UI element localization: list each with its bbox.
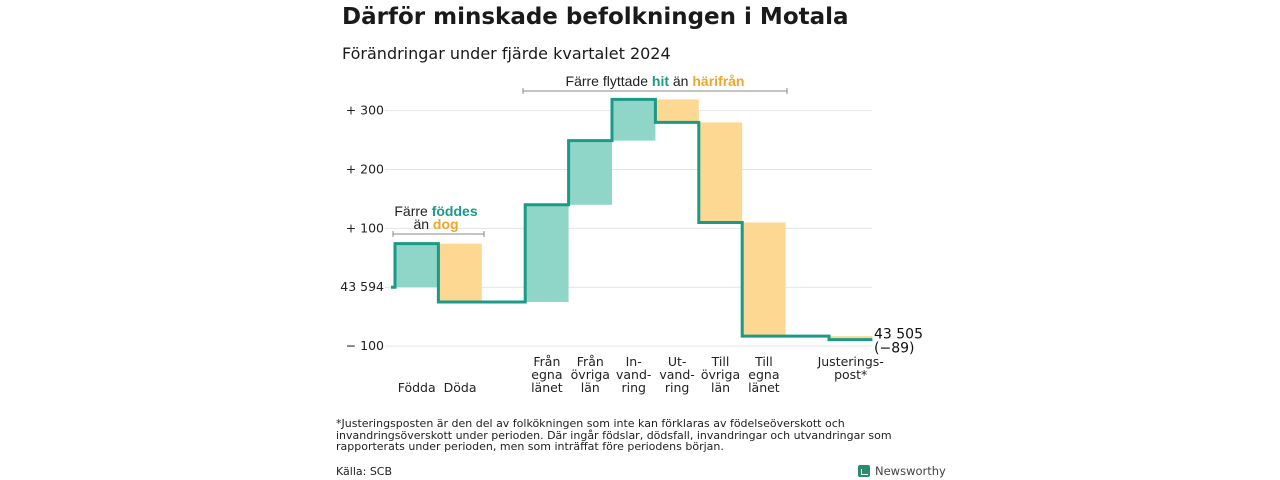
x-category-label: Till	[754, 354, 773, 369]
annotation-migration: Färre flyttade hit än härifrån	[566, 73, 745, 89]
x-category-label: Från	[533, 354, 560, 369]
y-tick-label: + 100	[346, 220, 384, 235]
decrease-bar	[742, 222, 786, 337]
chart-subtitle: Förändringar under fjärde kvartalet 2024	[342, 44, 671, 63]
cumulative-step-line	[391, 97, 873, 342]
annotation-born-line2: än dog	[413, 216, 458, 232]
decrease-bar	[829, 336, 873, 340]
increase-bar	[395, 243, 439, 288]
x-category-label: egna	[748, 367, 779, 382]
increase-bar	[612, 99, 656, 141]
x-category-label: ring	[621, 380, 645, 395]
x-category-label: övriga	[571, 367, 610, 382]
x-category-label: post*	[834, 367, 867, 382]
x-category-label: In-	[626, 354, 642, 369]
end-value-label: 43 505	[874, 327, 923, 343]
x-category-label: Döda	[444, 380, 477, 395]
chart-title: Därför minskade befolkningen i Motala	[342, 4, 849, 30]
x-category-label: vand-	[616, 367, 651, 382]
x-category-label: övriga	[701, 367, 740, 382]
y-tick-label: + 200	[346, 161, 384, 176]
y-tick-label: 43 594	[340, 279, 384, 294]
source-label: Källa: SCB	[336, 465, 393, 478]
x-category-label: länet	[531, 380, 563, 395]
x-category-label: länet	[748, 380, 780, 395]
x-category-label: Från	[577, 354, 604, 369]
decrease-bar	[438, 243, 482, 302]
annotation-born-line1: Färre föddes	[394, 203, 477, 219]
decrease-bar	[698, 122, 743, 223]
newsworthy-logo-icon	[858, 465, 870, 477]
x-category-label: vand-	[659, 367, 694, 382]
increase-bar	[525, 204, 569, 302]
x-category-label: egna	[531, 367, 562, 382]
end-change-label: (−89)	[874, 341, 914, 357]
newsworthy-logo: Newsworthy	[858, 463, 946, 479]
x-category-label: län	[581, 380, 600, 395]
x-category-label: län	[711, 380, 730, 395]
x-category-label: Ut-	[668, 354, 687, 369]
y-tick-label: − 100	[346, 338, 384, 353]
newsworthy-logo-text: Newsworthy	[875, 464, 946, 478]
x-category-label: Födda	[398, 380, 436, 395]
x-category-label: Justerings-	[817, 354, 884, 369]
decrease-bar	[655, 99, 699, 123]
x-category-label: ring	[665, 380, 689, 395]
increase-bar	[568, 140, 612, 205]
x-category-label: Till	[711, 354, 730, 369]
y-tick-label: + 300	[346, 103, 384, 118]
footnote: *Justeringsposten är den del av folkökni…	[336, 417, 892, 453]
